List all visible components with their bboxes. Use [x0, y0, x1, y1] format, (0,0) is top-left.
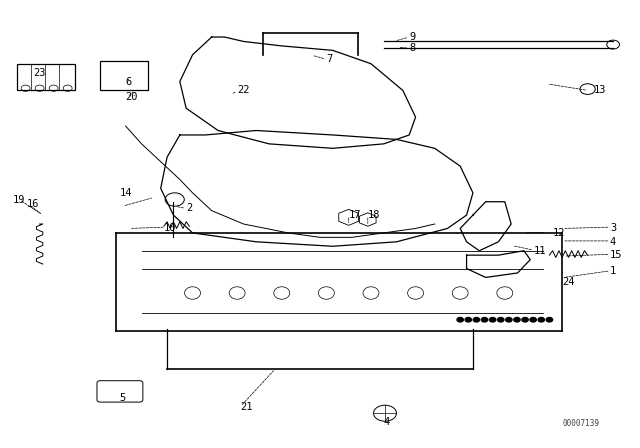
Text: 16: 16	[27, 199, 40, 209]
Text: 4: 4	[384, 417, 390, 427]
Circle shape	[514, 318, 520, 322]
Text: 1: 1	[610, 266, 616, 276]
Text: 12: 12	[552, 228, 565, 238]
Circle shape	[546, 318, 552, 322]
Text: 21: 21	[241, 401, 253, 412]
Text: 6: 6	[125, 77, 132, 86]
Text: 24: 24	[562, 277, 575, 287]
Text: 23: 23	[33, 68, 45, 78]
Text: 7: 7	[326, 54, 333, 64]
Text: 15: 15	[610, 250, 623, 260]
Text: 5: 5	[119, 392, 125, 403]
Text: 2: 2	[186, 203, 193, 213]
Text: 11: 11	[534, 246, 546, 256]
Text: 22: 22	[237, 86, 250, 95]
Text: 8: 8	[409, 43, 415, 53]
Circle shape	[481, 318, 488, 322]
Text: 9: 9	[409, 32, 415, 42]
Circle shape	[497, 318, 504, 322]
Text: 10: 10	[164, 224, 177, 233]
Circle shape	[522, 318, 528, 322]
Text: 3: 3	[610, 224, 616, 233]
Text: 00007139: 00007139	[562, 419, 599, 428]
Circle shape	[530, 318, 536, 322]
Text: 19: 19	[13, 194, 26, 205]
Text: 18: 18	[368, 210, 380, 220]
Text: 17: 17	[349, 210, 361, 220]
Text: 14: 14	[119, 188, 132, 198]
Text: 20: 20	[125, 92, 138, 102]
Circle shape	[457, 318, 463, 322]
Circle shape	[473, 318, 479, 322]
Text: 4: 4	[610, 237, 616, 247]
Circle shape	[506, 318, 512, 322]
Circle shape	[538, 318, 545, 322]
Circle shape	[490, 318, 496, 322]
Text: 13: 13	[594, 86, 607, 95]
Circle shape	[465, 318, 472, 322]
